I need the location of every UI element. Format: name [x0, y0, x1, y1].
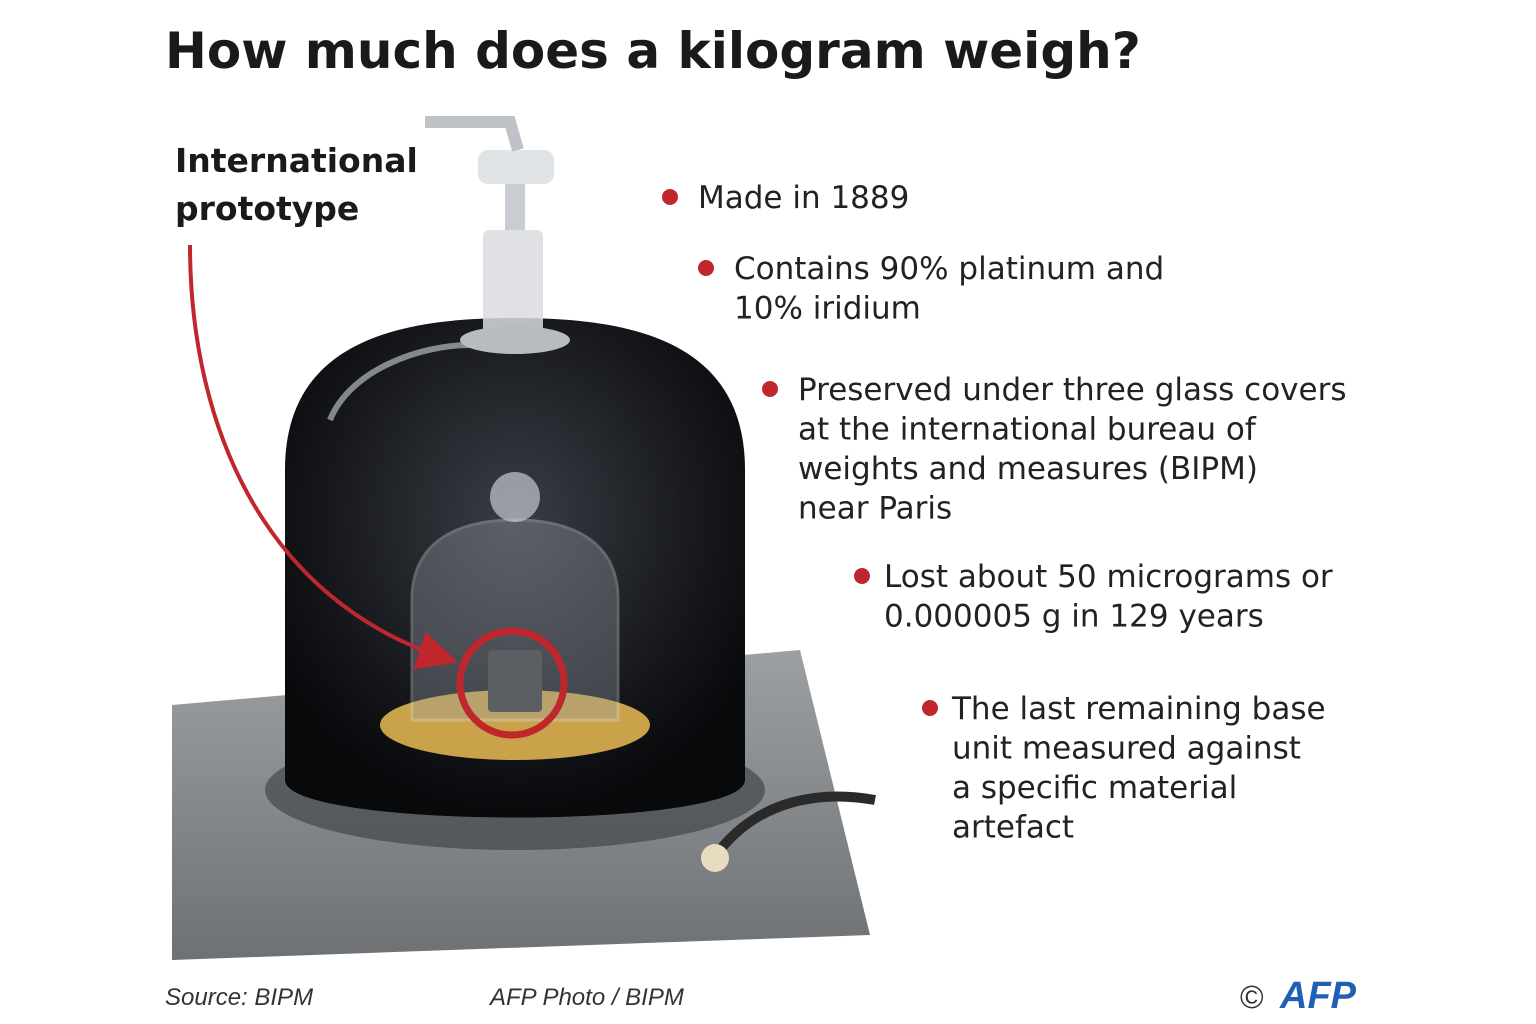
highlight-circle — [456, 627, 568, 739]
bullet-text: artefact — [952, 810, 1074, 846]
bullet-text: at the international bureau of — [798, 412, 1257, 448]
photo — [172, 116, 876, 960]
bullet-text: 10% iridium — [734, 291, 921, 327]
bullet-text: weights and measures (BIPM) — [798, 451, 1258, 487]
bullet-list: Made in 1889 Contains 90% platinum and 10%… — [662, 180, 1346, 846]
callout-label: prototype — [175, 189, 359, 228]
bullet-text: Contains 90% platinum and — [734, 251, 1164, 287]
clamp-knob — [701, 844, 729, 872]
bullet-text: unit measured against — [952, 731, 1301, 767]
brass-ring — [380, 690, 650, 760]
bullet-text: near Paris — [798, 491, 952, 527]
prototype-cylinder — [488, 650, 542, 712]
stopper — [483, 230, 543, 340]
bullet-text: Made in 1889 — [698, 180, 909, 216]
stopper-base — [460, 326, 570, 354]
source: Source: BIPM — [165, 984, 313, 1011]
callout-label: International — [175, 141, 418, 180]
bullet-dot — [762, 381, 778, 397]
bullet-text: 0.000005 g in 129 years — [884, 599, 1264, 635]
glare — [327, 342, 471, 422]
inner-knob — [490, 472, 540, 522]
clamp — [716, 791, 876, 854]
copyright: © — [1240, 979, 1264, 1015]
bullet-dot — [698, 260, 714, 276]
valve — [478, 150, 554, 184]
bullet-dot — [662, 189, 678, 205]
logo: AFP — [1279, 975, 1357, 1017]
valve-pipe — [425, 116, 524, 152]
bullet-text: Preserved under three glass covers — [798, 372, 1346, 408]
outer-dome — [285, 318, 745, 818]
bullet-dot — [922, 700, 938, 716]
bullet-text: Lost about 50 micrograms or — [884, 559, 1333, 595]
bullet-text: a specific material — [952, 770, 1237, 806]
bullet-dot — [854, 568, 870, 584]
callout-arrow — [188, 244, 458, 670]
title: How much does a kilogram weigh? — [165, 22, 1141, 80]
bullet-text: The last remaining base — [951, 691, 1326, 727]
photo-credit: AFP Photo / BIPM — [488, 984, 684, 1011]
